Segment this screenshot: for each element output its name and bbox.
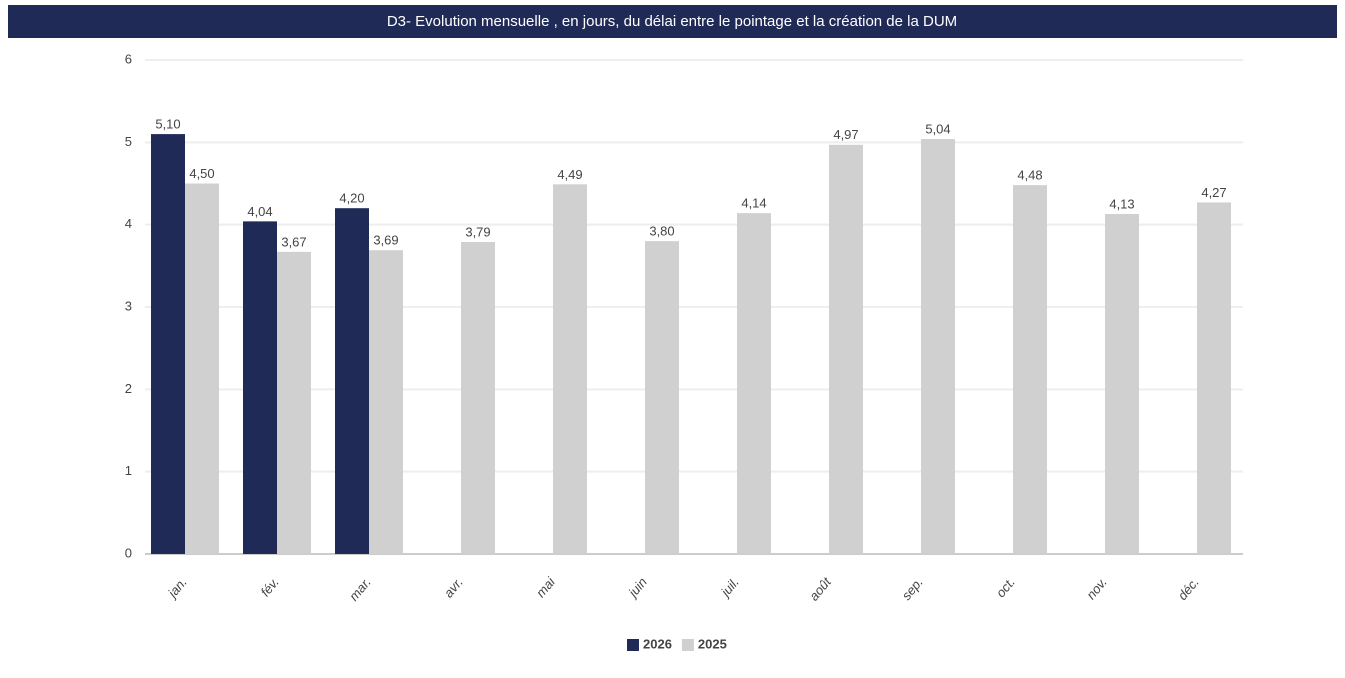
bar [1197,202,1231,555]
legend-swatch [681,639,694,651]
bar [369,250,403,554]
y-tick-label: 6 [125,51,132,66]
bar [1105,213,1139,555]
value-label: 4,27 [1201,185,1226,200]
value-label: 5,10 [155,117,180,132]
value-label: 3,67 [281,234,306,249]
x-tick-label: sep. [899,574,926,602]
legend-swatch [627,639,639,651]
value-label: 4,20 [339,191,364,206]
x-tick-label: août [806,573,835,603]
legend-label: 2025 [698,636,727,651]
legend-label: 2026 [643,636,672,651]
x-tick-label: oct. [993,574,1018,600]
x-tick-label: déc. [1175,574,1202,602]
value-label: 3,80 [649,224,674,239]
x-tick-label: mar. [346,574,374,603]
bar [151,134,185,554]
bar [335,208,369,554]
value-label: 4,50 [189,166,214,181]
bar [277,251,311,554]
y-tick-label: 5 [125,134,132,149]
value-label: 4,04 [247,204,272,219]
x-tick-label: juin [624,574,650,601]
y-tick-label: 3 [125,298,132,313]
bar [553,184,587,554]
value-label: 3,69 [373,233,398,248]
x-tick-label: fév. [258,574,282,599]
x-tick-label: juil. [717,574,742,600]
bar [243,221,277,554]
bar [737,213,771,554]
value-label: 4,48 [1017,168,1042,183]
bar [645,241,679,554]
bar [829,144,863,554]
y-tick-label: 2 [125,381,132,396]
value-label: 4,97 [833,127,858,142]
x-tick-label: mai [533,574,559,601]
title-bar [8,5,1337,38]
value-label: 5,04 [925,121,950,136]
x-tick-label: avr. [441,574,466,600]
bar [921,139,955,555]
chart-title: D3- Evolution mensuelle , en jours, du d… [387,13,957,30]
y-tick-label: 1 [125,463,132,478]
bar [1013,185,1047,554]
x-tick-label: nov. [1083,574,1110,602]
y-tick-label: 0 [125,545,132,560]
value-label: 4,14 [741,196,766,211]
value-label: 3,79 [465,224,490,239]
value-label: 4,49 [557,167,582,182]
value-label: 4,13 [1109,196,1134,211]
x-tick-label: jan. [164,574,190,601]
bar [461,241,495,554]
y-tick-label: 4 [125,216,132,231]
bar [185,183,219,554]
